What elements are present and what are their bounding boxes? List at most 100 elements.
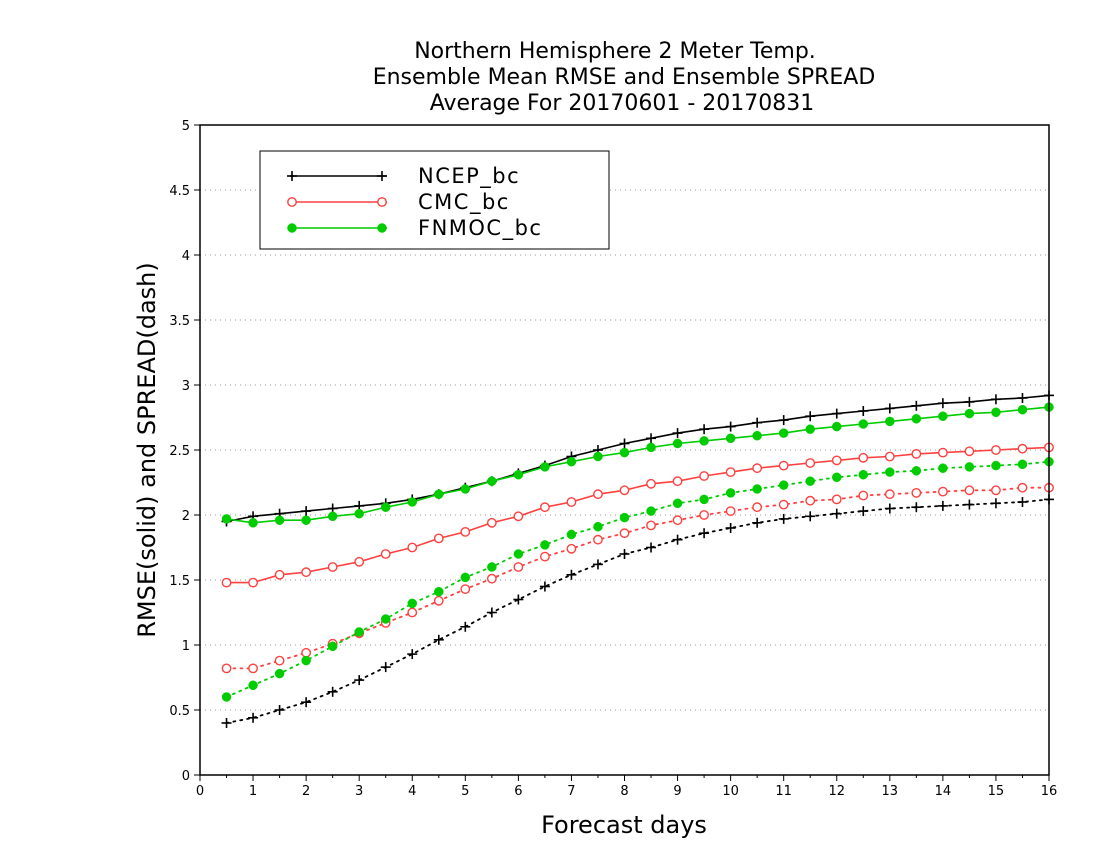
cmc-bc-spread-point [752,502,763,513]
fnmoc-bc-spread-point [248,680,258,691]
ncep-bc-spread-point [646,542,657,553]
fnmoc-bc-rmse-point [274,515,285,525]
cmc-bc-spread-point [460,584,471,594]
cmc-bc-spread-point [911,487,922,498]
cmc-bc-spread-point [566,543,577,554]
fnmoc-bc-spread-point [380,614,391,624]
title-line-2: Ensemble Mean RMSE and Ensemble SPREAD [373,65,876,90]
cmc-bc-spread-point [725,506,736,516]
cmc-bc-rmse-point [486,517,497,528]
legend-item-ncep-bc: NCEP_bc [287,164,520,189]
fnmoc-bc-spread-point [938,463,948,473]
cmc-bc-rmse-point [513,511,524,522]
x-tick-label: 9 [673,784,681,799]
cmc-bc-spread-point [274,655,285,666]
cmc-bc-rmse-point [699,471,709,481]
ncep-bc-rmse-point [884,403,895,414]
y-tick-label: 0 [182,769,190,784]
fnmoc-bc-rmse-point [725,433,736,444]
cmc-bc-spread-point [540,551,550,562]
data-series [221,390,1054,728]
ncep-bc-spread-point [831,508,842,519]
cmc-bc-spread-point [248,663,258,674]
fnmoc-bc-spread-point [487,562,497,572]
x-tick-label: 4 [408,784,416,799]
y-tick-label: 0.5 [169,704,190,719]
series-fnmoc-bc-rmse [221,402,1054,528]
cmc-bc-rmse-point [937,447,948,458]
fnmoc-bc-rmse-point [805,424,815,434]
legend-marker [377,197,387,207]
cmc-bc-rmse-point [354,556,365,567]
cmc-bc-spread-point [486,573,497,584]
ncep-bc-rmse-point [831,408,842,419]
ncep-bc-spread-point [805,511,816,522]
cmc-bc-rmse-point [619,485,630,496]
fnmoc-bc-rmse-point [487,476,497,486]
ncep-bc-spread-point [566,569,577,580]
x-tick-label: 10 [722,784,739,799]
cmc-bc-rmse-point [964,446,975,457]
fnmoc-bc-spread-point [1017,459,1028,470]
ncep-bc-rmse-point [858,406,869,416]
fnmoc-bc-rmse-point [221,514,232,524]
fnmoc-bc-spread-point [221,692,232,702]
legend-label: NCEP_bc [418,164,520,189]
legend-item-cmc-bc: CMC_bc [287,190,510,215]
fnmoc-bc-rmse-point [672,438,683,449]
fnmoc-bc-spread-point [566,529,577,540]
y-tick-label: 2.5 [169,444,190,459]
y-tick-label: 5 [182,119,190,134]
fnmoc-bc-rmse-point [513,469,524,480]
fnmoc-bc-rmse-point [885,416,895,427]
ncep-bc-spread-point [619,549,630,559]
y-tick-label: 4 [182,249,190,264]
x-axis-title: Forecast days [541,811,707,839]
fnmoc-bc-rmse-point [619,447,630,458]
x-tick-label: 16 [1041,784,1058,799]
legend-label: FNMOC_bc [418,216,542,241]
cmc-bc-rmse-point [672,476,683,487]
cmc-bc-spread-point [672,515,683,526]
ncep-bc-spread-point [539,581,550,592]
fnmoc-bc-spread-point [858,469,869,480]
series-fnmoc-bc-spread [221,456,1054,702]
ncep-bc-rmse-point [699,424,710,435]
ncep-bc-spread-point [699,528,710,539]
fnmoc-bc-spread-point [911,466,922,476]
x-tick-label: 3 [355,784,363,799]
y-tick-label: 3.5 [169,314,190,329]
ncep-bc-rmse-point [937,398,948,409]
cmc-bc-rmse-point [540,502,550,513]
ncep-bc-spread-point [937,500,948,511]
ncep-bc-spread-point [354,675,365,686]
fnmoc-bc-rmse-point [938,411,948,421]
ncep-bc-rmse-point [619,438,630,449]
fnmoc-bc-rmse-point [354,508,364,519]
ncep-bc-spread-point [964,499,975,510]
cmc-bc-rmse-point [831,455,842,466]
fnmoc-bc-rmse-point [566,456,577,467]
fnmoc-bc-rmse-point [911,414,922,424]
ncep-bc-rmse-point [911,400,922,411]
ncep-bc-spread-point [725,523,736,533]
x-tick-label: 14 [935,784,952,799]
cmc-bc-spread-point [831,494,842,505]
fnmoc-bc-rmse-point [301,515,311,525]
y-axis-ticks: 0 0.5 1 1.5 2 2.5 3 3.5 4 4.5 5 [169,119,200,784]
legend-label: CMC_bc [418,190,510,215]
cmc-bc-spread-point [407,607,418,618]
ncep-bc-spread-point [1017,497,1028,507]
ncep-bc-spread-point [884,503,895,514]
fnmoc-bc-rmse-line [226,406,1050,524]
fnmoc-bc-spread-point [540,540,550,550]
cmc-bc-rmse-point [301,567,312,578]
y-tick-label: 1 [182,639,190,654]
x-tick-label: 7 [567,784,575,799]
cmc-bc-spread-point [699,510,709,520]
y-tick-label: 3 [182,379,190,394]
fnmoc-bc-rmse-point [991,407,1001,418]
ncep-bc-rmse-point [1017,393,1028,403]
ncep-bc-spread-point [778,513,789,524]
